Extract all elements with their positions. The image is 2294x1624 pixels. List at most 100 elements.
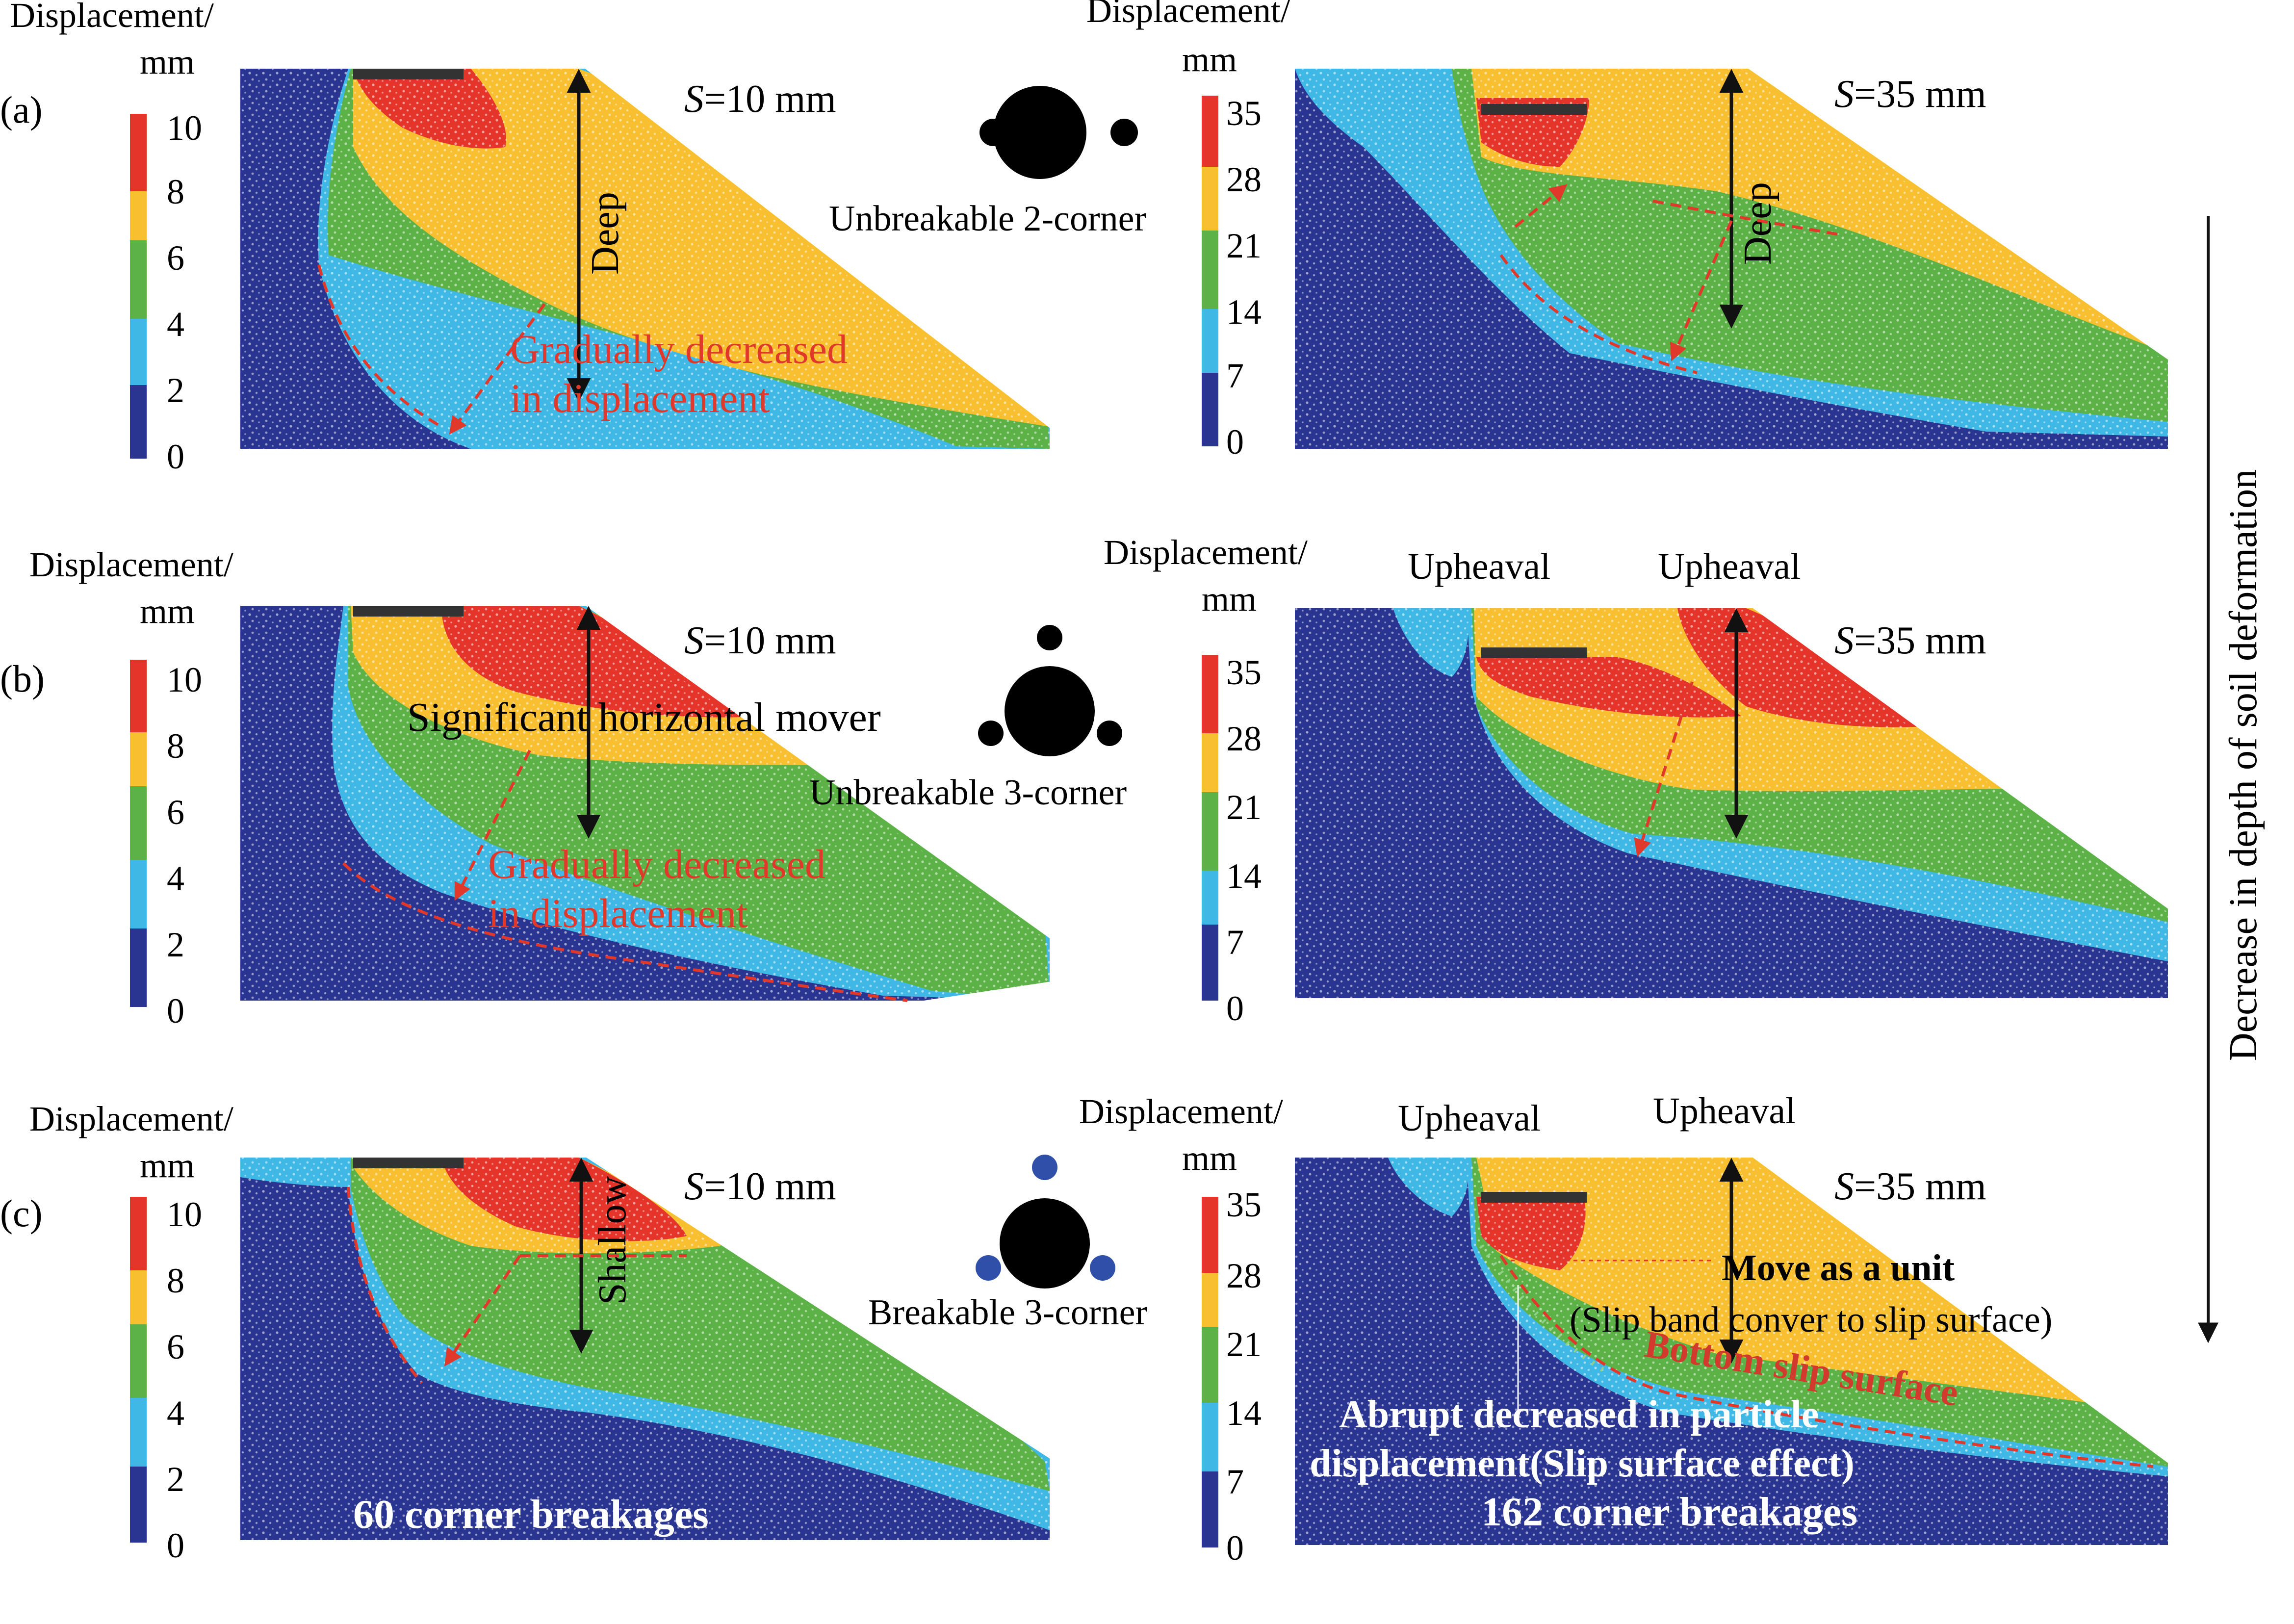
decrease-arrow — [1670, 220, 1733, 361]
particle-label: Unbreakable 2-corner — [829, 199, 1146, 239]
upheaval-label: Upheaval — [1398, 1098, 1541, 1139]
row-label: (b) — [0, 657, 45, 700]
slope-cut-mask — [579, 64, 1055, 432]
s-value-label: S=35 mm — [1834, 619, 1986, 662]
annotation-abrupt-decrease: Abrupt decreased in particle — [1339, 1393, 1819, 1436]
legend-swatch-10 — [130, 1197, 147, 1270]
legend-title: Displacement/ — [1086, 0, 1290, 30]
grain-texture — [240, 1158, 1050, 1540]
colorbar-legend-a-right: Displacement/ mm 35 28 21 14 7 0 — [1086, 0, 1290, 462]
slope-model-a-right — [1295, 64, 2173, 449]
annotation-gradual-decrease: Gradually decreased — [510, 327, 848, 372]
legend-swatch-21 — [1202, 231, 1218, 309]
upheaval-label: Upheaval — [1658, 546, 1801, 587]
legend-tick: 35 — [1226, 94, 1262, 133]
legend-tick: 14 — [1226, 1393, 1262, 1433]
legend-swatch-21 — [1202, 1327, 1218, 1403]
legend-swatch-8 — [130, 1270, 147, 1324]
footing-plate — [1481, 104, 1587, 115]
legend-unit: mm — [1182, 1138, 1237, 1178]
footing-plate — [353, 606, 464, 617]
row-a: (a) Displacement/ mm 10 8 6 4 2 0 — [0, 0, 2173, 476]
footing-plate — [353, 69, 464, 79]
colorbar-legend-c-right: Displacement/ mm 35 28 21 14 7 0 — [1079, 1092, 1283, 1568]
slope-cut-mask — [579, 1153, 1055, 1462]
annotation-in-displacement: in displacement — [488, 891, 748, 936]
depth-label: Deep — [584, 192, 627, 275]
legend-tick: 6 — [167, 793, 184, 832]
legend-tick: 7 — [1226, 1462, 1244, 1501]
legend-tick: 6 — [167, 1327, 184, 1366]
bottom-slip-surface-line — [1499, 1255, 2154, 1468]
legend-tick: 21 — [1226, 1325, 1262, 1364]
legend-swatch-35 — [1202, 96, 1218, 167]
legend-swatch-4 — [130, 1398, 147, 1467]
legend-tick: 14 — [1226, 292, 1262, 332]
legend-tick: 4 — [167, 1393, 184, 1433]
legend-swatch-7 — [1202, 925, 1218, 1001]
legend-tick: 8 — [167, 726, 184, 766]
breakable-3-corner-particle-icon — [976, 1155, 1115, 1289]
legend-swatch-14 — [1202, 309, 1218, 373]
colorbar-legend-b-left: Displacement/ mm 10 8 6 4 2 0 — [29, 545, 233, 1031]
legend-tick: 7 — [1226, 923, 1244, 962]
legend-unit: mm — [140, 1146, 195, 1185]
decrease-arrow — [454, 749, 531, 901]
legend-swatch-8 — [130, 732, 147, 786]
legend-tick: 10 — [167, 660, 202, 699]
grain-texture — [240, 69, 1050, 449]
legend-title: Displacement/ — [29, 1099, 233, 1138]
legend-swatch-28 — [1202, 167, 1218, 231]
footing-plate — [1481, 647, 1587, 658]
legend-tick: 28 — [1226, 160, 1262, 199]
legend-tick: 0 — [1226, 422, 1244, 462]
legend-tick: 21 — [1226, 226, 1262, 265]
legend-tick: 2 — [167, 1460, 184, 1499]
legend-swatch-21 — [1202, 792, 1218, 871]
slope-cut-mask — [1741, 64, 2173, 363]
slope-model-a-left — [240, 64, 1055, 449]
slip-line-dashed — [347, 1186, 423, 1384]
depth-decrease-label: Decrease in depth of soil deformation — [2222, 469, 2265, 1061]
legend-unit: mm — [140, 592, 195, 631]
s-value-label: S=35 mm — [1834, 73, 1986, 116]
legend-tick: 0 — [167, 1526, 184, 1565]
legend-tick: 4 — [167, 305, 184, 344]
legend-swatch-2 — [130, 385, 147, 459]
legend-swatch-4 — [130, 319, 147, 385]
legend-swatch-8 — [130, 191, 147, 240]
slip-line-dashed — [1652, 200, 1845, 237]
legend-title: Displacement/ — [29, 545, 233, 584]
legend-swatch-6 — [130, 240, 147, 319]
legend-swatch-10 — [130, 114, 147, 191]
colorbar-legend-b-right: Displacement/ mm 35 28 21 14 7 0 — [1104, 533, 1308, 1028]
legend-swatch-2 — [130, 928, 147, 1007]
unbreakable-3-corner-particle-icon — [978, 625, 1122, 756]
legend-swatch-35 — [1202, 1197, 1218, 1273]
slope-cut-mask — [1746, 1153, 2173, 1467]
annotation-slip-band: (Slip band conver to slip surface) — [1570, 1300, 2052, 1340]
depth-decrease-axis: Decrease in depth of soil deformation — [2198, 216, 2265, 1343]
legend-tick: 8 — [167, 1261, 184, 1300]
unbreakable-2-corner-particle-icon — [979, 86, 1138, 179]
legend-swatch-28 — [1202, 733, 1218, 792]
annotation-gradual-decrease: Gradually decreased — [488, 842, 825, 887]
footing-plate — [353, 1158, 464, 1168]
legend-tick: 28 — [1226, 1256, 1262, 1295]
legend-unit: mm — [1182, 40, 1237, 79]
row-c: (c) Displacement/ mm 10 8 6 4 2 0 — [0, 1090, 2173, 1568]
legend-swatch-14 — [1202, 1403, 1218, 1471]
legend-swatch-7 — [1202, 1471, 1218, 1547]
legend-unit: mm — [140, 42, 195, 81]
decrease-arrow — [1634, 681, 1694, 857]
legend-title: Displacement/ — [1079, 1092, 1283, 1131]
legend-tick: 0 — [167, 437, 184, 476]
grain-texture — [240, 606, 1050, 1001]
s-value-label: S=10 mm — [684, 1165, 836, 1208]
legend-swatch-10 — [130, 660, 147, 732]
upheaval-label: Upheaval — [1653, 1090, 1796, 1132]
particle-label: Breakable 3-corner — [868, 1292, 1147, 1333]
annotation-in-displacement: in displacement — [510, 376, 770, 421]
legend-tick: 14 — [1226, 856, 1262, 896]
